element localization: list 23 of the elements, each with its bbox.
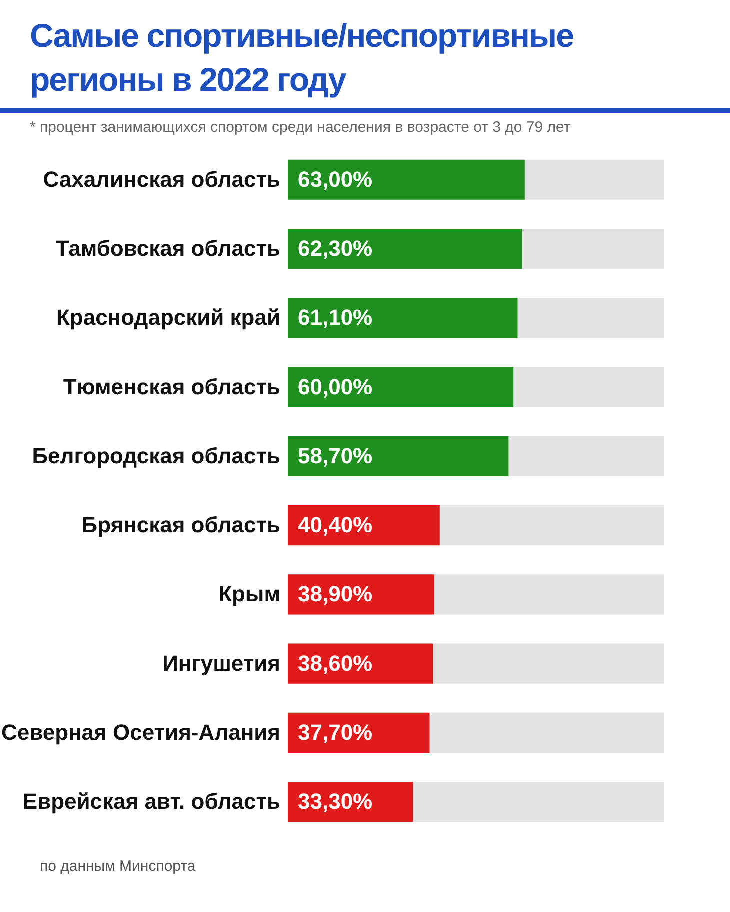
- y-tick-label: Тюменская область: [63, 374, 280, 400]
- y-tick-label: Белгородская область: [32, 443, 280, 468]
- data-label: 60,00%: [298, 374, 373, 400]
- data-label: 58,70%: [298, 443, 373, 468]
- chart-subtitle: * процент занимающихся спортом среди населения в возрасте от 3 до 79 лет: [30, 119, 572, 136]
- y-tick-label: Краснодарский край: [56, 305, 280, 330]
- y-tick-label: Ингушетия: [162, 650, 280, 676]
- y-tick-label: Крым: [218, 582, 280, 607]
- y-tick-label: Тамбовская область: [56, 236, 280, 262]
- data-label: 62,30%: [298, 236, 373, 262]
- text: по данным Минспорта: [40, 858, 197, 875]
- data-label: 37,70%: [298, 720, 373, 745]
- data-label: 33,30%: [298, 789, 373, 814]
- y-tick-label: Сахалинская область: [43, 166, 280, 192]
- data-label: 63,00%: [298, 166, 373, 192]
- data-label: 61,10%: [298, 305, 373, 330]
- data-label: 40,40%: [298, 512, 373, 538]
- data-label: 38,90%: [298, 582, 373, 607]
- y-tick-label: Брянская область: [82, 512, 280, 538]
- y-tick-label: Северная Осетия-Алания: [1, 720, 280, 745]
- data-label: 38,60%: [298, 650, 373, 676]
- chart-title: Самые спортивные/неспортивные регионы в 2022 году: [30, 16, 574, 100]
- y-tick-label: Еврейская авт. область: [22, 789, 280, 814]
